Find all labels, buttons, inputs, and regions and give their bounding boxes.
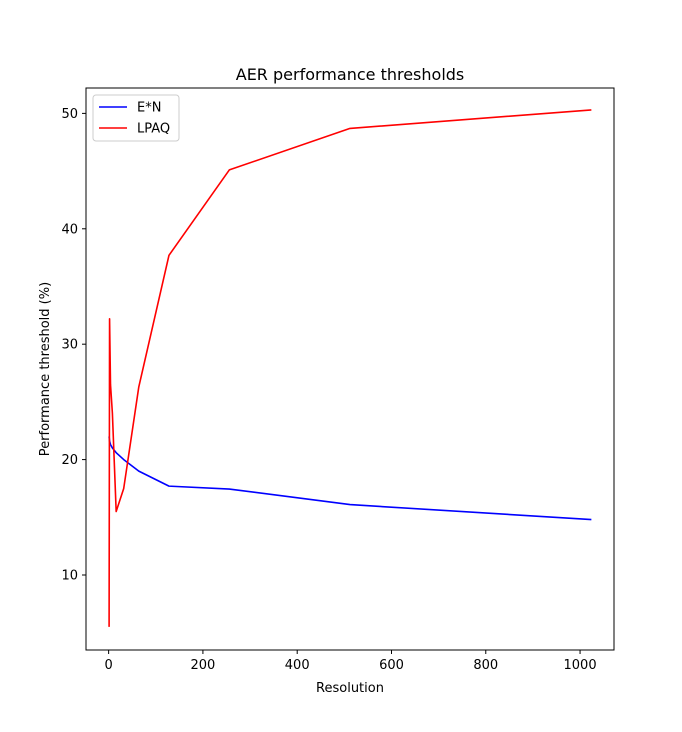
x-axis-label: Resolution	[316, 681, 384, 696]
x-tick-label: 800	[473, 658, 498, 673]
legend-label-e-n: E*N	[137, 101, 161, 116]
series-line-e-n	[108, 436, 592, 521]
legend: E*N LPAQ	[92, 94, 180, 142]
legend-label-lpaq: LPAQ	[137, 122, 170, 137]
x-tick-label: 400	[285, 658, 310, 673]
y-tick-label: 50	[61, 107, 78, 122]
y-tick-label: 20	[61, 453, 78, 468]
y-tick-label: 10	[61, 568, 78, 583]
chart-title: AER performance thresholds	[236, 65, 465, 84]
plot-area	[85, 87, 615, 651]
x-tick-label: 200	[191, 658, 216, 673]
y-axis-label: Performance threshold (%)	[38, 282, 53, 456]
x-tick-label: 1000	[564, 658, 597, 673]
axis-ticks: 0 200 400 600 800 1000 10 20 30 40 50	[61, 107, 596, 673]
x-tick-label: 600	[379, 658, 404, 673]
x-tick-label: 0	[104, 658, 112, 673]
y-tick-label: 40	[61, 222, 78, 237]
y-tick-label: 30	[61, 338, 78, 353]
axes-frame	[85, 87, 615, 651]
series-line-lpaq	[108, 109, 592, 627]
